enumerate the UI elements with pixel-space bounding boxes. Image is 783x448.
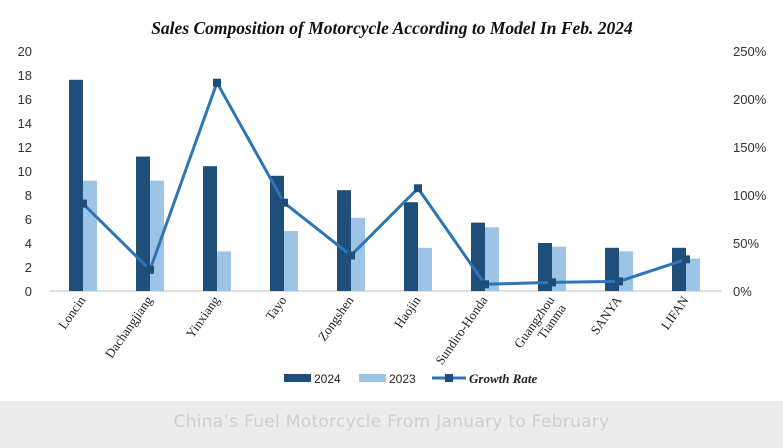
bar-2023 <box>217 251 231 291</box>
right-tick-label: 250% <box>733 44 767 59</box>
bar-2024 <box>404 202 418 291</box>
legend-marker-growth <box>445 374 453 382</box>
growth-rate-point <box>548 278 556 287</box>
chart-title: Sales Composition of Motorcycle Accordin… <box>151 18 633 38</box>
category-label: Zongshen <box>315 293 357 344</box>
legend: 2024 2023 Growth Rate <box>284 371 537 386</box>
category-label: LIFAN <box>658 293 692 333</box>
growth-rate-point <box>481 280 489 289</box>
bar-2023 <box>284 231 298 291</box>
left-tick-label: 16 <box>18 92 32 107</box>
left-tick-label: 4 <box>25 236 32 251</box>
right-axis-ticks: 250% 200% 150% 100% 50% 0% <box>733 44 767 299</box>
right-tick-label: 100% <box>733 188 767 203</box>
right-tick-label: 150% <box>733 140 767 155</box>
right-tick-label: 0% <box>733 284 752 299</box>
left-tick-label: 0 <box>25 284 32 299</box>
growth-rate-point <box>79 199 87 208</box>
bar-2024 <box>337 190 351 291</box>
category-label: Loncin <box>55 293 89 332</box>
category-label: Tayo <box>262 293 289 323</box>
right-tick-label: 50% <box>733 236 759 251</box>
left-tick-label: 12 <box>18 140 32 155</box>
growth-rate-point <box>280 198 288 207</box>
bar-2023 <box>83 180 97 291</box>
bar-marks <box>69 79 700 291</box>
growth-rate-point <box>146 265 154 274</box>
category-label: Sundiro-Honda <box>432 293 490 367</box>
bar-2024 <box>471 222 485 291</box>
left-tick-label: 6 <box>25 212 32 227</box>
legend-label-2023: 2023 <box>389 372 416 386</box>
category-labels: Loncin Dachangjiang Yinxiang Tayo Zongshen Ha… <box>55 293 692 368</box>
growth-rate-point <box>615 277 623 286</box>
legend-label-2024: 2024 <box>314 372 341 386</box>
bar-2024 <box>69 79 83 291</box>
growth-rate-point <box>414 184 422 193</box>
legend-swatch-2024 <box>284 374 311 382</box>
growth-rate-series-line <box>81 81 687 286</box>
category-label: SANYA <box>587 293 624 338</box>
growth-rate-point <box>682 255 690 264</box>
right-tick-label: 200% <box>733 92 767 107</box>
bar-2024 <box>672 247 686 291</box>
chart-svg: Sales Composition of Motorcycle Accordin… <box>18 18 767 386</box>
bar-2023 <box>485 227 499 291</box>
legend-swatch-2023 <box>359 374 386 382</box>
growth-rate-point <box>347 251 355 260</box>
category-label: GuangzhouTianma <box>511 293 569 359</box>
bar-2023 <box>418 247 432 291</box>
category-label: Dachangjiang <box>102 293 156 361</box>
category-label: Yinxiang <box>183 293 223 341</box>
caption-band <box>0 401 783 448</box>
bar-2023 <box>351 217 365 291</box>
category-label: Haojin <box>391 293 424 331</box>
growth-rate-point <box>213 78 221 87</box>
left-tick-label: 20 <box>18 44 32 59</box>
bar-2024 <box>203 166 217 291</box>
footer-caption: China’s Fuel Motorcycle From January to … <box>173 412 610 432</box>
left-tick-label: 2 <box>25 260 32 275</box>
left-tick-label: 8 <box>25 188 32 203</box>
left-tick-label: 14 <box>18 116 32 131</box>
left-tick-label: 10 <box>18 164 32 179</box>
legend-label-growth: Growth Rate <box>469 371 537 386</box>
growth-rate-line <box>79 78 690 289</box>
left-tick-label: 18 <box>18 68 32 83</box>
bar-2023 <box>686 258 700 291</box>
